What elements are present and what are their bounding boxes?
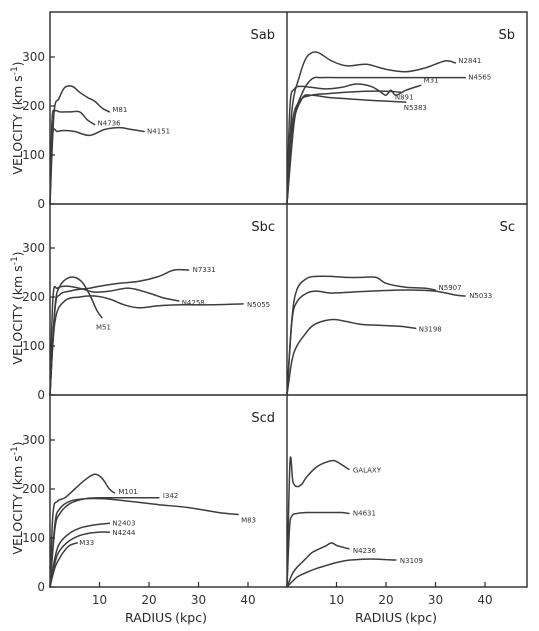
rotation-curve-n4151 <box>49 126 145 205</box>
rotation-curve-n4258 <box>49 285 180 396</box>
x-axis-title-right: RADIUS (kpc) <box>355 610 437 625</box>
rotation-curve-n891 <box>286 90 402 205</box>
y-tick-label: 0 <box>37 388 45 402</box>
rotation-curve-n3109 <box>286 558 397 588</box>
rotation-curve-n5033 <box>286 289 466 396</box>
series-label-galaxy: GALAXY <box>353 466 382 474</box>
axis-ticks: 0 100 200 300 0 100 200 300 0 100 200 300 10 20 30 40 10… <box>22 50 493 607</box>
series-label-n4258: N4258 <box>182 299 205 307</box>
x-tick-label: 40 <box>477 593 492 607</box>
series-label-i342: I342 <box>163 492 178 500</box>
panel-title: Sb <box>498 28 515 43</box>
x-tick-label: 10 <box>329 593 344 607</box>
y-axis-title-row-3: VELOCITY(km s-1) <box>10 441 25 554</box>
galaxy-labels: Sab M81 N4736 N4151 Sb N2841 N4565 M31 N891 N5383… <box>79 28 515 565</box>
rotation-curve-m33 <box>49 542 78 588</box>
y-tick-label: 100 <box>22 148 45 162</box>
series-label-m101: M101 <box>118 488 137 496</box>
series-label-n5055: N5055 <box>247 301 270 309</box>
x-tick-label: 30 <box>428 593 443 607</box>
series-label-m31: M31 <box>424 76 439 84</box>
series-label-n3109: N3109 <box>400 557 423 565</box>
rotation-curve-n4244 <box>49 531 111 588</box>
series-label-n4631: N4631 <box>353 510 376 518</box>
series-label-n4244: N4244 <box>112 529 136 537</box>
x-tick-label: 20 <box>378 593 393 607</box>
rotation-curve-n2841 <box>286 51 457 205</box>
rotation-curve-n4631 <box>286 511 350 588</box>
y-tick-label: 0 <box>37 197 45 211</box>
rotation-curve-n7331 <box>49 268 190 396</box>
series-label-n4565: N4565 <box>468 74 491 82</box>
y-tick-label: 100 <box>22 531 45 545</box>
series-label-n2841: N2841 <box>458 57 481 65</box>
series-label-n5033: N5033 <box>469 292 492 300</box>
x-tick-label: 10 <box>92 593 107 607</box>
series-label-n3198: N3198 <box>419 325 442 333</box>
x-tick-label: 20 <box>141 593 156 607</box>
series-label-m83: M83 <box>241 516 256 524</box>
x-tick-label: 30 <box>191 593 206 607</box>
panel-title: Scd <box>251 411 275 426</box>
panel-title: Sbc <box>251 220 275 235</box>
panel-title: Sc <box>500 220 515 235</box>
series-label-m33: M33 <box>79 539 94 547</box>
y-tick-label: 200 <box>22 99 45 113</box>
rotation-curve-n3198 <box>286 318 417 396</box>
outer-frame <box>49 11 528 588</box>
y-tick-label: 0 <box>37 580 45 594</box>
series-label-m51: M51 <box>96 324 111 332</box>
series-label-n5383: N5383 <box>404 104 427 112</box>
y-tick-label: 300 <box>22 50 45 64</box>
rotation-curve-n5383 <box>286 94 407 205</box>
y-tick-label: 300 <box>22 241 45 255</box>
rotation-curve-n5055 <box>49 295 244 396</box>
panel-title: Sab <box>251 28 275 43</box>
rotation-curve-n4236 <box>286 542 350 588</box>
y-axis-title-row-1: VELOCITY(km s-1) <box>10 61 25 174</box>
rotation-curve-m31 <box>286 83 422 205</box>
rotation-curve-n5907 <box>286 275 437 396</box>
series-label-n891: N891 <box>395 93 414 101</box>
series-label-n4151: N4151 <box>147 127 170 135</box>
series-label-n4736: N4736 <box>98 120 122 128</box>
rotation-curves <box>49 51 466 588</box>
series-label-n5907: N5907 <box>439 284 462 292</box>
rotation-curve-m81 <box>49 85 111 205</box>
series-label-n2403: N2403 <box>112 519 135 527</box>
y-tick-label: 200 <box>22 482 45 496</box>
rotation-curve-n4565 <box>286 76 466 205</box>
rotation-curve-n4736 <box>49 109 96 205</box>
y-tick-label: 200 <box>22 290 45 304</box>
rotation-curve-m101 <box>49 473 116 588</box>
series-label-n4236: N4236 <box>353 547 377 555</box>
x-tick-label: 40 <box>240 593 255 607</box>
x-axis-title-left: RADIUS (kpc) <box>125 610 207 625</box>
rotation-curve-m83 <box>49 497 239 588</box>
panel-grid-frame <box>49 11 528 588</box>
rotation-curve-galaxy <box>286 456 350 588</box>
rotation-curve-m51 <box>49 276 103 396</box>
rotation-curve-n2403 <box>49 522 111 588</box>
series-label-m81: M81 <box>112 106 127 114</box>
y-tick-label: 300 <box>22 433 45 447</box>
series-label-n7331: N7331 <box>193 266 216 274</box>
y-tick-label: 100 <box>22 339 45 353</box>
y-axis-title-row-2: VELOCITY(km s-1) <box>10 251 25 364</box>
